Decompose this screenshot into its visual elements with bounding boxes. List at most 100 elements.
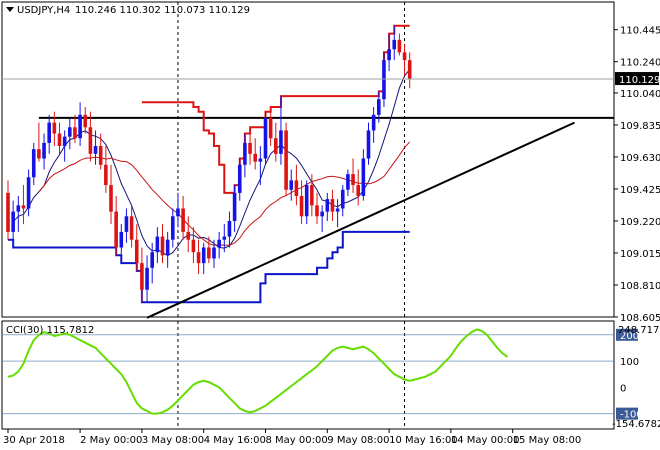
lower-channel-line xyxy=(8,230,410,304)
cci-series-line xyxy=(7,328,509,415)
cci-tick-label: -100 xyxy=(620,410,643,421)
candle-body xyxy=(377,99,381,115)
candle-body xyxy=(104,164,108,186)
candle-body xyxy=(217,239,221,248)
candle-body xyxy=(294,180,299,196)
price-tick-label: 110.445 xyxy=(620,26,660,37)
candle-body xyxy=(62,136,67,147)
ohlc-readout: 110.246 110.302 110.073 110.129 xyxy=(75,5,250,16)
candle-body xyxy=(47,122,51,143)
candle-body xyxy=(356,185,360,196)
candle-body xyxy=(407,60,412,79)
time-tick-label: 30 Apr 2018 xyxy=(3,435,65,446)
candle-body xyxy=(93,146,98,154)
candle-body xyxy=(227,220,232,237)
time-tick-label: 2 May 00:00 xyxy=(80,435,142,446)
candle-body xyxy=(330,199,335,212)
candle-body xyxy=(371,114,376,131)
candle-body xyxy=(78,114,82,139)
candle-body xyxy=(201,247,206,264)
candle-body xyxy=(42,142,46,159)
candle-body xyxy=(387,49,391,61)
cci-level-box xyxy=(616,407,638,420)
price-tick-label: 110.240 xyxy=(620,58,660,69)
cci-scale-max: 248.7175 xyxy=(618,325,660,336)
candle-body xyxy=(186,231,191,240)
cci-tick-label: 0 xyxy=(620,383,626,394)
time-tick-label: 10 May 16:00 xyxy=(389,435,458,446)
cci-levels xyxy=(2,334,614,415)
candle-body xyxy=(268,117,273,139)
price-tick-label: 109.630 xyxy=(620,153,660,164)
candle-body xyxy=(279,130,283,154)
candle-body xyxy=(145,267,149,290)
time-tick-label: 8 May 00:00 xyxy=(266,435,328,446)
candle-body xyxy=(402,52,407,61)
price-tick-label: 110.040 xyxy=(620,89,660,100)
candle-body xyxy=(191,239,196,253)
candle-body xyxy=(165,239,170,256)
candle-body xyxy=(134,239,139,264)
candle-body xyxy=(392,39,397,50)
time-tick-label: 4 May 16:00 xyxy=(204,435,266,446)
candle-body xyxy=(304,185,309,217)
cci-label: CCI(30) 115.7812 xyxy=(6,325,94,336)
time-tick-label: 9 May 08:00 xyxy=(327,435,389,446)
current-price-box xyxy=(615,72,659,86)
time-axis: 30 Apr 2018 2 May 00:00 3 May 08:00 4 May 1… xyxy=(3,429,581,446)
price-axis: 110.445 110.240 110.040 109.835 109.630 109.4… xyxy=(614,26,660,324)
candle-body xyxy=(150,252,154,268)
candle-body xyxy=(98,146,103,165)
candle-body xyxy=(119,231,124,248)
price-tick-label: 108.810 xyxy=(620,281,660,292)
time-tick-label: 14 May 00:00 xyxy=(451,435,520,446)
candle-body xyxy=(397,39,402,53)
price-tick-label: 109.015 xyxy=(620,249,660,260)
candle-body xyxy=(310,185,314,206)
cci-panel-frame xyxy=(1,320,615,430)
candle-body xyxy=(325,199,330,212)
candle-body xyxy=(248,142,252,154)
cci-axis: 200 100 0 -100 xyxy=(616,328,643,421)
price-tick-label: 109.220 xyxy=(620,217,660,228)
symbol-label: USDJPY,H4 xyxy=(17,5,70,16)
price-tick-label: 109.835 xyxy=(620,121,660,132)
candle-body xyxy=(237,164,242,193)
candle-body xyxy=(212,247,216,259)
candle-body xyxy=(109,185,113,212)
candle-body xyxy=(207,247,211,259)
candle-body xyxy=(335,208,340,212)
time-separators xyxy=(177,2,406,429)
candle-body xyxy=(253,153,257,162)
ascending-trendline[interactable] xyxy=(146,121,575,319)
candle-body xyxy=(361,158,366,196)
candle-body xyxy=(299,195,304,217)
candle-body xyxy=(129,216,134,240)
time-tick-label: 3 May 08:00 xyxy=(142,435,204,446)
main-panel-frame xyxy=(1,1,615,318)
current-price-label: 110.129 xyxy=(619,75,660,86)
current-price-marker: 110.129 xyxy=(2,72,660,86)
cci-tick-label: 100 xyxy=(620,357,639,368)
candle-body xyxy=(155,236,160,253)
candle-body xyxy=(289,180,294,190)
candle-body xyxy=(340,189,345,209)
candle-body xyxy=(284,130,288,190)
candle-body xyxy=(320,211,324,217)
support-trendline xyxy=(146,121,575,319)
price-tick-label: 109.425 xyxy=(620,185,660,196)
triangle-down-icon[interactable] xyxy=(6,7,14,12)
candle-body xyxy=(222,236,227,240)
candle-body xyxy=(196,252,201,264)
candle-body xyxy=(258,158,263,162)
candle-body xyxy=(37,149,41,159)
candle-body xyxy=(181,208,185,232)
candle-body xyxy=(315,205,319,217)
candle-body xyxy=(351,174,355,186)
candle-body xyxy=(171,216,175,240)
candle-body xyxy=(176,208,180,217)
cci-line xyxy=(7,328,509,415)
candle-body xyxy=(366,130,371,159)
candle-body xyxy=(16,205,21,212)
